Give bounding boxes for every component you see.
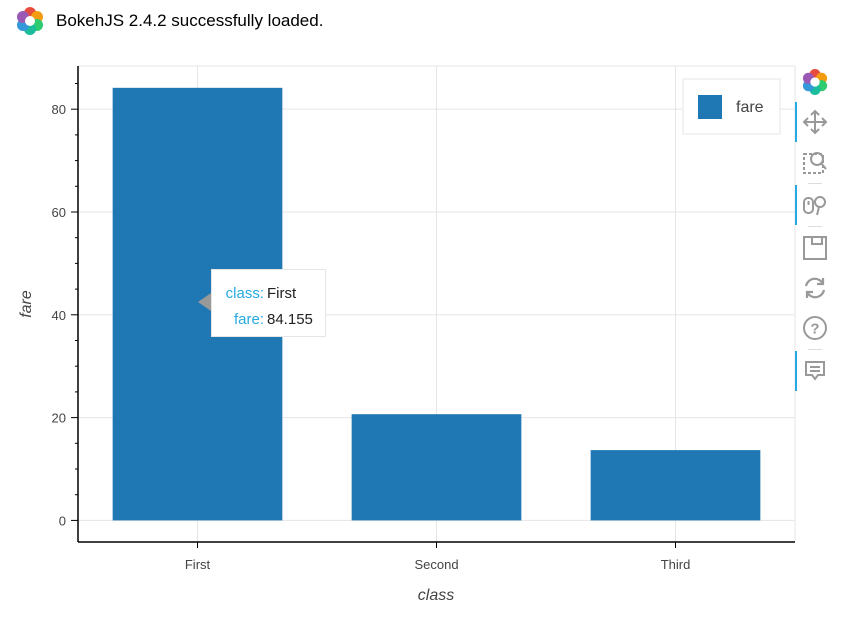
wheel-zoom-icon: [803, 196, 826, 216]
y-tick-label: 20: [52, 411, 66, 426]
y-tick-label: 80: [52, 102, 66, 117]
bar-second[interactable]: [351, 414, 522, 521]
toolbar-divider: [808, 226, 822, 227]
tooltip-key: class:: [225, 284, 264, 302]
reset-icon: [804, 277, 826, 299]
tooltip-value: 84.155: [267, 310, 313, 328]
x-tick-label: Second: [414, 557, 458, 572]
axes-group: 0 20 40 60 80 First Second Third: [52, 66, 795, 572]
svg-text:?: ?: [810, 321, 819, 338]
bokeh-logo-icon: [802, 69, 828, 95]
bokeh-logo-icon: [17, 7, 43, 35]
legend-swatch: [698, 95, 722, 119]
legend-box: [682, 78, 781, 135]
bar-third[interactable]: [590, 450, 761, 521]
y-axis-title: fare: [18, 290, 35, 318]
help-icon: ?: [803, 316, 827, 340]
toolbar-divider: [808, 349, 822, 350]
reset-tool-button[interactable]: [795, 268, 835, 308]
banner-text: BokehJS 2.4.2 successfully loaded.: [56, 11, 324, 30]
pan-tool-button[interactable]: [795, 102, 835, 142]
toolbar: ?: [795, 62, 835, 391]
y-tick-label: 40: [52, 308, 66, 323]
help-tool-button[interactable]: ?: [795, 308, 835, 348]
bokeh-logo-link[interactable]: [795, 62, 835, 102]
hover-tooltip: class: First fare: 84.155: [198, 269, 326, 337]
hover-tool-button[interactable]: [795, 351, 835, 391]
x-axis-title: class: [418, 587, 454, 604]
y-tick-label: 60: [52, 205, 66, 220]
load-banner: BokehJS 2.4.2 successfully loaded.: [16, 6, 323, 36]
toolbar-divider: [808, 183, 822, 184]
tooltip-value: First: [267, 284, 297, 302]
x-tick-label: First: [185, 557, 211, 572]
legend: fare: [682, 78, 781, 135]
hover-icon: [805, 361, 825, 381]
box-zoom-icon: [803, 152, 827, 174]
tooltip-key: fare:: [233, 310, 264, 328]
legend-label: fare: [736, 99, 764, 116]
pan-icon: [802, 109, 828, 135]
tooltip-row-fare: fare: 84.155: [212, 306, 325, 332]
save-icon: [803, 236, 827, 260]
save-tool-button[interactable]: [795, 228, 835, 268]
box-zoom-tool-button[interactable]: [795, 142, 835, 182]
wheel-zoom-tool-button[interactable]: [795, 185, 835, 225]
y-tick-label: 0: [59, 513, 66, 528]
x-tick-label: Third: [661, 557, 691, 572]
tooltip-row-class: class: First: [212, 280, 325, 306]
